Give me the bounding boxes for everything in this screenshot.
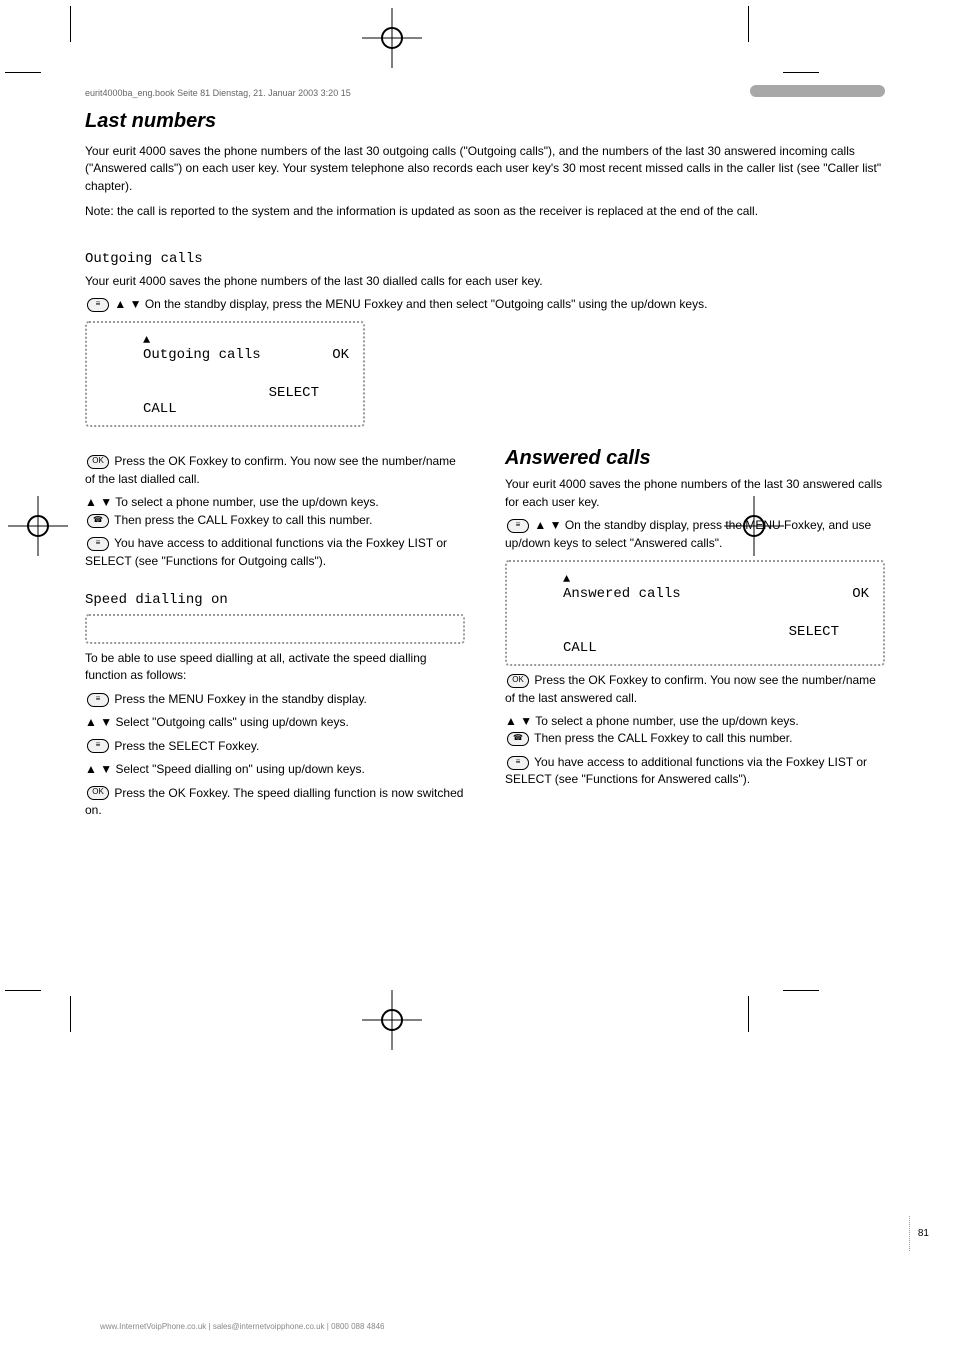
- section-tab: [750, 85, 885, 97]
- lcd-call-label: CALL: [101, 401, 177, 417]
- lcd-answered-title: Answered calls: [521, 586, 681, 602]
- down-key-icon: ▼: [100, 494, 112, 511]
- speed-step2: To be able to use speed dialling at all,…: [85, 650, 465, 685]
- lcd-call-label: CALL: [521, 640, 597, 656]
- answered-step5: ≡ You have access to additional function…: [505, 754, 885, 789]
- answered-step5-text: You have access to additional functions …: [505, 755, 867, 786]
- select-key-icon: ≡: [87, 739, 109, 753]
- answered-desc: Your eurit 4000 saves the phone numbers …: [505, 476, 885, 511]
- crop-mark: [748, 6, 749, 42]
- answered-step3-text: Press the OK Foxkey to confirm. You now …: [505, 673, 876, 704]
- crop-mark: [5, 990, 41, 991]
- speed-step5-text: Press the SELECT Foxkey.: [114, 739, 259, 753]
- speed-step7: OK Press the OK Foxkey. The speed dialli…: [85, 785, 465, 820]
- outgoing-desc: Your eurit 4000 saves the phone numbers …: [85, 273, 885, 290]
- page-title: Last numbers: [85, 110, 885, 133]
- outgoing-step2-text: On the standby display, press the MENU F…: [145, 297, 708, 311]
- speed-step4: ▲ ▼ Select "Outgoing calls" using up/dow…: [85, 714, 465, 732]
- outgoing-step4a-text: To select a phone number, use the up/dow…: [115, 495, 379, 509]
- crop-mark: [70, 996, 71, 1032]
- register-crosshair: [362, 8, 422, 68]
- crop-mark: [748, 996, 749, 1032]
- speed-step7-text: Press the OK Foxkey. The speed dialling …: [85, 786, 463, 817]
- file-header: eurit4000ba_eng.book Seite 81 Dienstag, …: [85, 88, 351, 98]
- outgoing-step4b-text: Then press the CALL Foxkey to call this …: [114, 513, 372, 527]
- speed-step6-text: Select "Speed dialling on" using up/down…: [115, 762, 364, 776]
- page-number: 81: [909, 1216, 929, 1251]
- ok-key-icon: OK: [507, 674, 529, 688]
- outgoing-step3-text: Press the OK Foxkey to confirm. You now …: [85, 454, 456, 485]
- up-key-icon: ▲: [85, 761, 97, 778]
- outgoing-step2: ≡ ▲ ▼ On the standby display, press the …: [85, 296, 885, 314]
- answered-step4b-text: Then press the CALL Foxkey to call this …: [534, 731, 792, 745]
- up-key-icon: ▲: [505, 713, 517, 730]
- outgoing-step5-text: You have access to additional functions …: [85, 536, 447, 567]
- up-key-icon: ▲: [534, 517, 546, 534]
- outgoing-step3: OK Press the OK Foxkey to confirm. You n…: [85, 453, 465, 488]
- up-key-icon: ▲: [85, 714, 97, 731]
- menu-key-icon: ≡: [87, 298, 109, 312]
- answered-step3: OK Press the OK Foxkey to confirm. You n…: [505, 672, 885, 707]
- answered-title: Answered calls: [505, 447, 885, 470]
- up-key-icon: ▲: [85, 494, 97, 511]
- note-text: Note: the call is reported to the system…: [85, 203, 885, 220]
- outgoing-step5: ≡ You have access to additional function…: [85, 535, 465, 570]
- speed-dialling-title: Speed dialling on: [85, 592, 465, 608]
- down-key-icon: ▼: [100, 761, 112, 778]
- crop-mark: [5, 72, 41, 73]
- outgoing-step4: ▲ ▼ To select a phone number, use the up…: [85, 494, 465, 529]
- lcd-ok-label: OK: [852, 586, 869, 602]
- down-key-icon: ▼: [520, 713, 532, 730]
- speed-step3-text: Press the MENU Foxkey in the standby dis…: [114, 692, 367, 706]
- speed-step5: ≡ Press the SELECT Foxkey.: [85, 738, 465, 755]
- speed-step6: ▲ ▼ Select "Speed dialling on" using up/…: [85, 761, 465, 779]
- speed-step3: ≡ Press the MENU Foxkey in the standby d…: [85, 691, 465, 708]
- lcd-select-label: SELECT: [521, 624, 869, 640]
- menu-key-icon: ≡: [507, 519, 529, 533]
- lcd-outgoing: ▲ Outgoing calls OK SELECT CALL: [85, 321, 365, 427]
- ok-key-icon: OK: [87, 455, 109, 469]
- lcd-ok-label: OK: [332, 347, 349, 363]
- crop-mark: [70, 6, 71, 42]
- right-column: Answered calls Your eurit 4000 saves the…: [505, 447, 885, 819]
- speed-step4-text: Select "Outgoing calls" using up/down ke…: [115, 715, 348, 729]
- lcd-select-label: SELECT: [101, 385, 349, 401]
- outgoing-menu-label: Outgoing calls: [85, 251, 885, 267]
- left-column: OK Press the OK Foxkey to confirm. You n…: [85, 447, 465, 819]
- foxkey-icon: ≡: [507, 756, 529, 770]
- lcd-outgoing-title: Outgoing calls: [101, 347, 261, 363]
- up-key-icon: ▲: [114, 296, 126, 313]
- lcd-up-indicator: ▲: [521, 572, 869, 586]
- answered-step2: ≡ ▲ ▼ On the standby display, press the …: [505, 517, 885, 552]
- call-key-icon: ☎: [87, 514, 109, 528]
- call-key-icon: ☎: [507, 732, 529, 746]
- ok-key-icon: OK: [87, 786, 109, 800]
- menu-key-icon: ≡: [87, 693, 109, 707]
- register-crosshair: [8, 496, 68, 556]
- lcd-answered: ▲ Answered calls OK SELECT CALL: [505, 560, 885, 666]
- lcd-up-indicator: ▲: [101, 333, 349, 347]
- answered-step4: ▲ ▼ To select a phone number, use the up…: [505, 713, 885, 748]
- down-key-icon: ▼: [550, 517, 562, 534]
- crop-mark: [783, 990, 819, 991]
- register-crosshair: [362, 990, 422, 1050]
- down-key-icon: ▼: [100, 714, 112, 731]
- foxkey-icon: ≡: [87, 537, 109, 551]
- lcd-speed-dialling: [85, 614, 465, 644]
- footer-info: www.InternetVoipPhone.co.uk | sales@inte…: [100, 1322, 384, 1331]
- down-key-icon: ▼: [130, 296, 142, 313]
- intro-text: Your eurit 4000 saves the phone numbers …: [85, 143, 885, 195]
- answered-step4a-text: To select a phone number, use the up/dow…: [535, 714, 799, 728]
- page-content: eurit4000ba_eng.book Seite 81 Dienstag, …: [85, 60, 885, 819]
